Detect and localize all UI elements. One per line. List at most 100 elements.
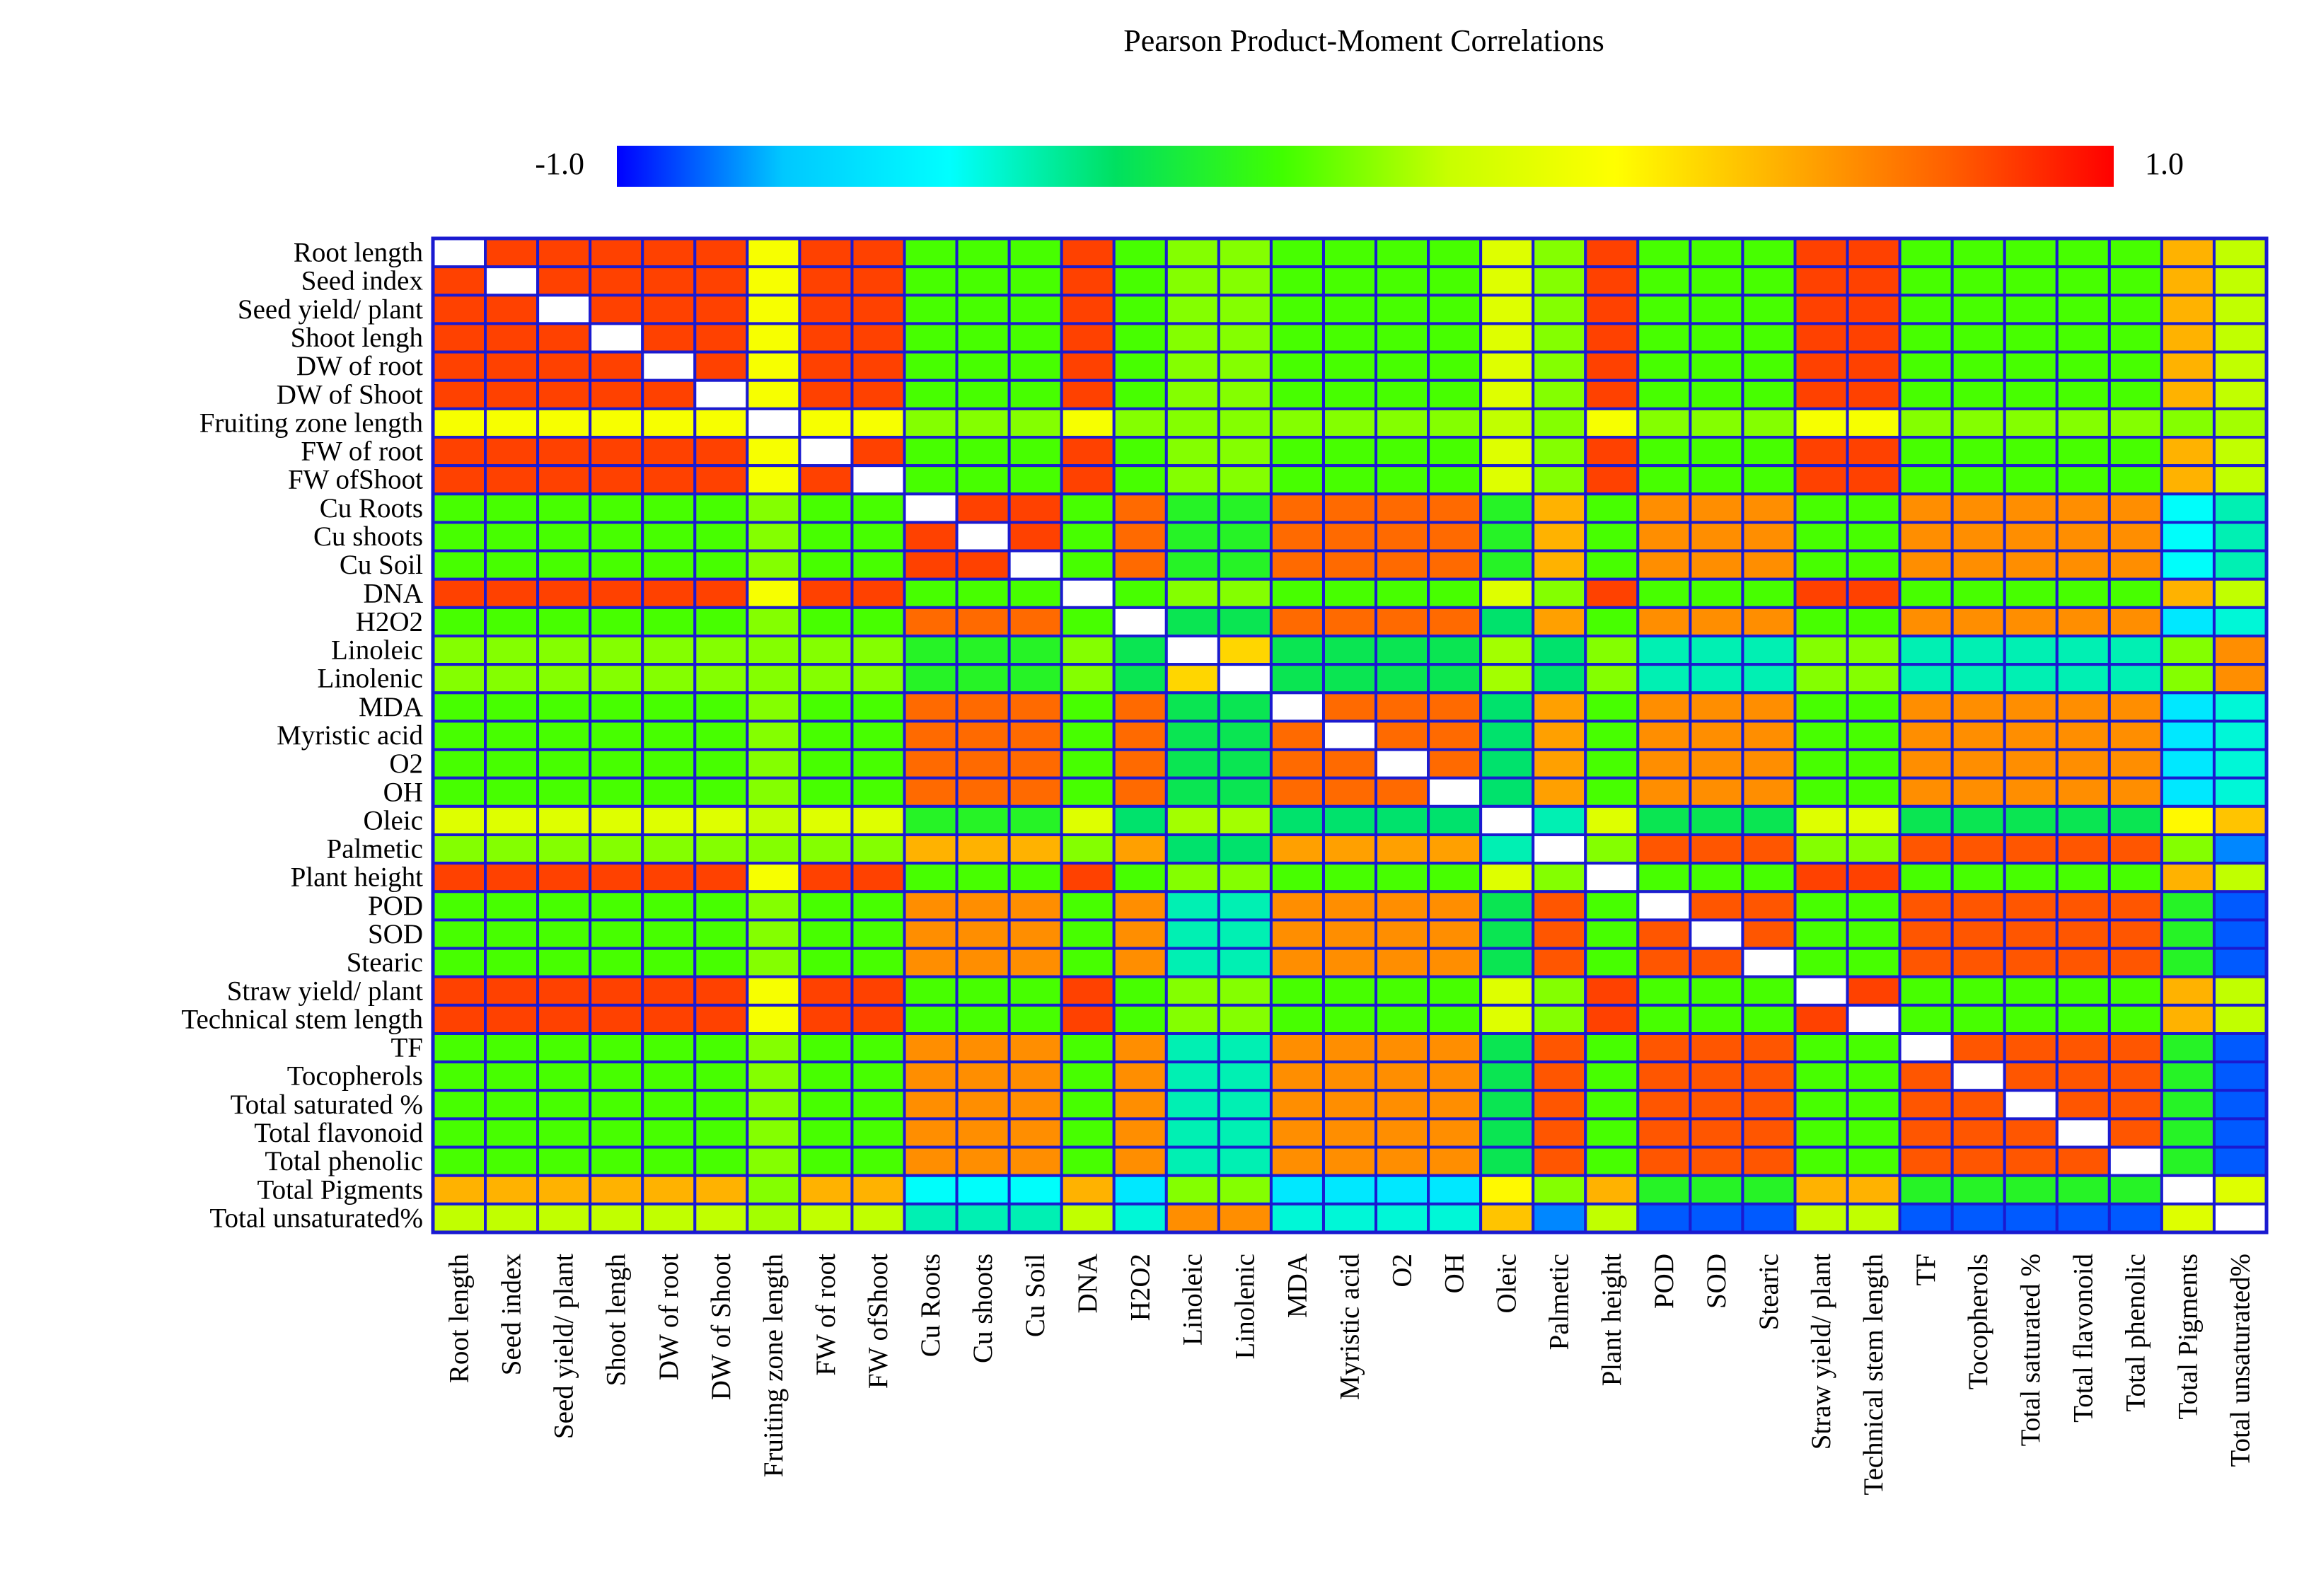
heatmap-cell (850, 1003, 906, 1035)
row-label: Tocopherols (287, 1061, 423, 1092)
heatmap-cell (1636, 748, 1692, 780)
heatmap-cell (1060, 833, 1116, 865)
heatmap-cell (2107, 1145, 2163, 1177)
heatmap-cell (484, 322, 540, 354)
heatmap-cell (955, 350, 1011, 382)
heatmap-cell (484, 464, 540, 496)
heatmap-cell (955, 975, 1011, 1007)
heatmap-cell (641, 691, 697, 723)
heatmap-cell (1741, 378, 1797, 410)
heatmap-cell (1007, 1032, 1063, 1064)
heatmap-cell (1321, 719, 1378, 751)
heatmap-cell (2003, 748, 2059, 780)
heatmap-cell (1217, 947, 1273, 978)
heatmap-cell (693, 975, 749, 1007)
heatmap-cell (2003, 804, 2059, 836)
heatmap-cell (2212, 322, 2268, 354)
heatmap-cell (1846, 265, 1902, 297)
heatmap-cell (484, 776, 540, 808)
heatmap-cell (1898, 1117, 1954, 1149)
heatmap-cell (1427, 1145, 1483, 1177)
heatmap-cell (432, 237, 487, 269)
heatmap-cell (1112, 1174, 1168, 1205)
heatmap-cell (1689, 350, 1744, 382)
heatmap-cell (589, 975, 644, 1007)
heatmap-cell (1689, 606, 1744, 637)
heatmap-cell (1007, 776, 1063, 808)
heatmap-cell (1636, 1117, 1692, 1149)
heatmap-cell (2055, 890, 2111, 922)
heatmap-cell (2160, 890, 2216, 922)
heatmap-cell (1374, 663, 1430, 695)
heatmap-cell (955, 407, 1011, 439)
heatmap-cell (746, 1174, 801, 1205)
heatmap-cell (693, 549, 749, 581)
heatmap-cell (589, 1202, 644, 1234)
heatmap-cell (2212, 492, 2268, 524)
heatmap-cell (589, 663, 644, 695)
heatmap-cell (746, 407, 801, 439)
heatmap-cell (2107, 890, 2163, 922)
heatmap-cell (1898, 577, 1954, 609)
heatmap-cell (589, 1089, 644, 1121)
heatmap-cell (1007, 890, 1063, 922)
column-label: Stearic (1754, 1254, 1784, 1330)
heatmap-cell (1374, 975, 1430, 1007)
heatmap-cell (903, 294, 959, 325)
heatmap-cell (1007, 862, 1063, 894)
heatmap-cell (1374, 237, 1430, 269)
heatmap-cell (536, 436, 592, 468)
row-label: Total unsaturated% (209, 1203, 423, 1233)
heatmap-cell (1741, 1003, 1797, 1035)
heatmap-cell (2003, 691, 2059, 723)
heatmap-cell (1846, 294, 1902, 325)
heatmap-cell (1636, 1202, 1692, 1234)
heatmap-cell (2212, 975, 2268, 1007)
heatmap-cell (536, 1089, 592, 1121)
heatmap-cell (1950, 464, 2006, 496)
heatmap-cell (432, 1202, 487, 1234)
heatmap-cell (641, 549, 697, 581)
heatmap-cell (1741, 294, 1797, 325)
heatmap-cell (903, 1202, 959, 1234)
heatmap-cell (903, 833, 959, 865)
heatmap-cell (1269, 492, 1325, 524)
heatmap-cell (1479, 294, 1535, 325)
heatmap-cell (1112, 606, 1168, 637)
heatmap-cell (2003, 663, 2059, 695)
heatmap-cell (955, 1174, 1011, 1205)
heatmap-cell (1584, 1145, 1640, 1177)
heatmap-cell (1112, 378, 1168, 410)
heatmap-cell (903, 663, 959, 695)
heatmap-cell (1007, 663, 1063, 695)
heatmap-cell (484, 1174, 540, 1205)
heatmap-cell (484, 294, 540, 325)
heatmap-cell (2055, 1174, 2111, 1205)
heatmap-cell (2055, 862, 2111, 894)
heatmap-cell (589, 804, 644, 836)
heatmap-cell (1060, 407, 1116, 439)
heatmap-cell (1164, 294, 1220, 325)
heatmap-cell (1584, 776, 1640, 808)
heatmap-cell (1374, 294, 1430, 325)
heatmap-cell (536, 776, 592, 808)
heatmap-cell (746, 833, 801, 865)
heatmap-cell (693, 1202, 749, 1234)
heatmap-cell (1950, 436, 2006, 468)
heatmap-cell (432, 776, 487, 808)
heatmap-cell (693, 748, 749, 780)
heatmap-cell (1374, 1174, 1430, 1205)
heatmap-cell (484, 1089, 540, 1121)
heatmap-cell (1584, 691, 1640, 723)
heatmap-cell (2212, 350, 2268, 382)
heatmap-cell (1374, 1117, 1430, 1149)
heatmap-cell (2212, 1202, 2268, 1234)
heatmap-cell (1217, 294, 1273, 325)
heatmap-cell (955, 464, 1011, 496)
row-label: FW ofShoot (288, 465, 423, 495)
row-label: H2O2 (356, 606, 423, 637)
heatmap-cell (1532, 407, 1587, 439)
heatmap-cell (2107, 1089, 2163, 1121)
heatmap-cell (1479, 237, 1535, 269)
heatmap-cell (1164, 577, 1220, 609)
